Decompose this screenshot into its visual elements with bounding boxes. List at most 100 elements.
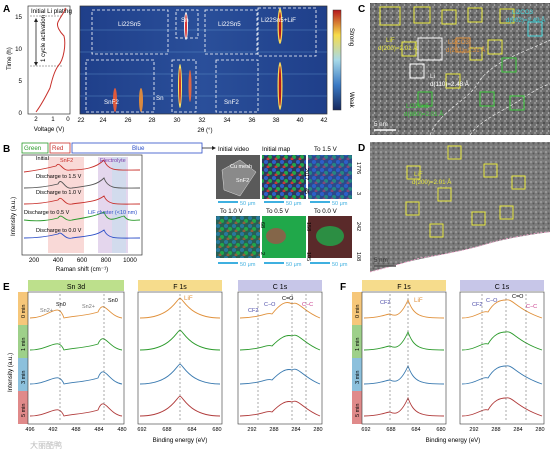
svg-text:684: 684	[187, 427, 196, 433]
title-initial-video: Initial video	[218, 146, 250, 153]
svg-text:SnF2: SnF2	[104, 99, 119, 106]
svg-text:Discharge to 1.5 V: Discharge to 1.5 V	[36, 174, 82, 180]
scalebar-d-label: 5 nm	[374, 257, 388, 264]
annotation-initial-li-plating: Initial Li plating	[31, 8, 72, 15]
svg-text:242: 242	[355, 222, 361, 231]
svg-text:1: 1	[51, 116, 55, 123]
xlabel-raman: Raman shift (cm⁻¹)	[56, 266, 108, 273]
svg-text:0 min: 0 min	[21, 305, 27, 318]
panel-b-raman-plot: Initial Discharge to 1.5 V Discharge to …	[10, 154, 143, 273]
region-labels: Li22Sn5 Sn Li22Sn5 Li22Sn5+LiF SnF2 Sn S…	[104, 17, 296, 106]
svg-text:Sn0: Sn0	[108, 298, 118, 304]
row-labels-f: 0 min 1 min 3 min 5 min	[352, 292, 362, 424]
header-sn3d: Sn 3d	[67, 284, 85, 291]
scalebars-row2: 50 μm 50 μm 50 μm	[218, 262, 348, 268]
svg-text:CF2: CF2	[248, 308, 258, 314]
svg-text:284: 284	[513, 427, 522, 433]
panel-a-colorbar: Strong Weak	[332, 9, 355, 111]
svg-text:C−C: C−C	[302, 302, 313, 308]
xlabel-voltage: Voltage (V)	[34, 126, 65, 133]
svg-text:492: 492	[48, 427, 57, 433]
svg-text:22: 22	[78, 117, 85, 124]
label-li: Li	[430, 73, 435, 80]
svg-text:108: 108	[355, 252, 361, 261]
svg-text:Sn2+: Sn2+	[82, 304, 95, 310]
svg-text:680: 680	[212, 427, 221, 433]
ylabel-time: Time (h)	[6, 47, 13, 70]
panel-label-a: A	[3, 4, 10, 15]
colorbar-weak: Weak	[348, 92, 355, 109]
svg-text:158: 158	[305, 222, 311, 231]
svg-text:Sn: Sn	[181, 17, 189, 24]
svg-text:15: 15	[15, 14, 22, 21]
svg-text:50 μm: 50 μm	[332, 262, 348, 268]
svg-text:1 min: 1 min	[355, 338, 361, 351]
voltage-curve	[35, 7, 67, 113]
svg-text:50 μm: 50 μm	[332, 201, 348, 207]
svg-text:Sn2+: Sn2+	[40, 308, 53, 314]
xticks-sn: 496 492 488 484 480	[25, 427, 126, 433]
svg-text:292: 292	[469, 427, 478, 433]
raman-spectra	[23, 159, 141, 239]
svg-text:C−O: C−O	[486, 298, 498, 304]
svg-text:2: 2	[259, 252, 265, 255]
svg-text:C−C: C−C	[526, 304, 537, 310]
panel-b-legend: Green Red Blue	[21, 142, 203, 154]
svg-text:292: 292	[247, 427, 256, 433]
svg-text:LiF: LiF	[414, 297, 423, 304]
svg-text:36: 36	[249, 117, 256, 124]
band-snf2: SnF2	[60, 158, 73, 164]
panel-a-voltage-plot: Initial Li plating 1 cycle activation Ti…	[6, 5, 72, 133]
svg-text:50 μm: 50 μm	[286, 201, 302, 207]
svg-text:688: 688	[162, 427, 171, 433]
svg-text:Li22Sn5+LiF: Li22Sn5+LiF	[261, 17, 296, 24]
svg-text:692: 692	[361, 427, 370, 433]
band-electrolyte: Electrolyte	[100, 158, 126, 164]
svg-text:50 μm: 50 μm	[240, 262, 256, 268]
svg-text:684: 684	[411, 427, 420, 433]
svg-text:SnF2: SnF2	[224, 99, 239, 106]
svg-text:3 min: 3 min	[21, 371, 27, 384]
svg-text:C−O: C−O	[264, 302, 276, 308]
panel-b-raman-maps: Initial video Initial map To 1.5 V Cu me…	[216, 146, 361, 268]
title-to-0.5: To 0.5 V	[266, 208, 290, 215]
label-li-d: d(110)=2.48 Å	[430, 81, 470, 88]
label-li22sn5: Li22Sn5	[406, 103, 429, 110]
row-labels-e: 0 min 1 min 3 min 5 min	[18, 292, 28, 424]
xticks-f-e: 692 688 684 680	[137, 427, 221, 433]
svg-text:42: 42	[321, 117, 328, 124]
region-boxes	[85, 7, 317, 113]
svg-text:32: 32	[199, 117, 206, 124]
xticks-c-f: 292 288 284 280	[469, 427, 544, 433]
scalebar-c-label: 5 nm	[374, 121, 388, 128]
svg-text:LiF: LiF	[184, 295, 193, 302]
scalebars-row1: 50 μm 50 μm 50 μm	[218, 201, 348, 207]
svg-text:3 min: 3 min	[355, 371, 361, 384]
svg-text:5: 5	[19, 78, 23, 85]
title-to-1.5: To 1.5 V	[314, 146, 338, 153]
svg-text:400: 400	[53, 257, 64, 264]
svg-text:C=O: C=O	[512, 294, 524, 300]
svg-text:68: 68	[259, 222, 265, 228]
svg-text:2: 2	[34, 116, 38, 123]
svg-text:34: 34	[224, 117, 231, 124]
svg-text:288: 288	[491, 427, 500, 433]
svg-text:484: 484	[94, 427, 103, 433]
svg-text:688: 688	[386, 427, 395, 433]
svg-text:30: 30	[174, 117, 181, 124]
svg-text:38: 38	[273, 117, 280, 124]
svg-text:496: 496	[25, 427, 34, 433]
xlabel-xps-e: Binding energy (eV)	[153, 437, 208, 444]
band-lif-cluster: LiF cluster (<10 nm)	[88, 210, 137, 216]
ytick-labels-time: 0 5 10 15	[15, 14, 22, 117]
svg-text:Sn: Sn	[156, 95, 164, 102]
svg-text:488: 488	[71, 427, 80, 433]
svg-text:280: 280	[535, 427, 544, 433]
svg-text:5 min: 5 min	[21, 404, 27, 417]
label-li2co3-b-d: d(201)=2.31 Å	[446, 47, 486, 54]
svg-text:26: 26	[125, 117, 132, 124]
label-li22sn5-d: d(880)=2.01 Å	[404, 111, 444, 118]
svg-text:50 μm: 50 μm	[240, 201, 256, 207]
svg-text:800: 800	[101, 257, 112, 264]
svg-text:1000: 1000	[123, 257, 137, 264]
